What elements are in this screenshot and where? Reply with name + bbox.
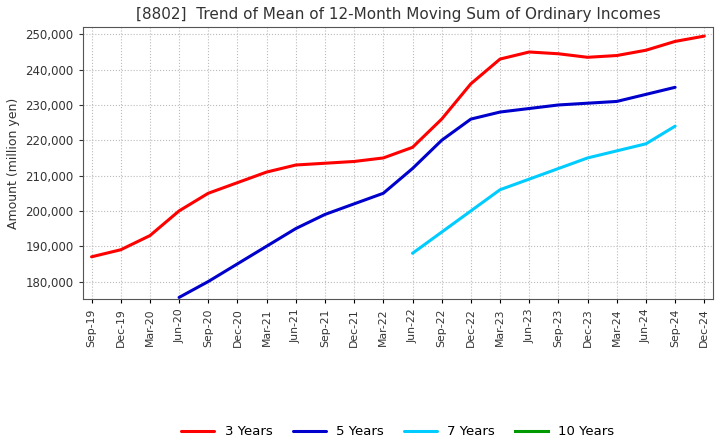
3 Years <box>583 55 592 60</box>
3 Years <box>379 155 387 161</box>
3 Years <box>437 117 446 122</box>
3 Years <box>496 56 505 62</box>
5 Years <box>233 261 242 267</box>
3 Years <box>671 39 680 44</box>
3 Years <box>642 48 650 53</box>
3 Years <box>320 161 329 166</box>
5 Years <box>262 244 271 249</box>
7 Years <box>554 166 563 171</box>
7 Years <box>408 251 417 256</box>
5 Years <box>320 212 329 217</box>
5 Years <box>350 201 359 206</box>
7 Years <box>437 230 446 235</box>
7 Years <box>525 176 534 182</box>
3 Years <box>117 247 125 253</box>
Legend: 3 Years, 5 Years, 7 Years, 10 Years: 3 Years, 5 Years, 7 Years, 10 Years <box>176 420 620 440</box>
Line: 3 Years: 3 Years <box>91 36 704 257</box>
5 Years <box>642 92 650 97</box>
3 Years <box>262 169 271 175</box>
3 Years <box>145 233 154 238</box>
5 Years <box>525 106 534 111</box>
3 Years <box>292 162 300 168</box>
7 Years <box>467 208 475 213</box>
5 Years <box>379 191 387 196</box>
Line: 7 Years: 7 Years <box>413 126 675 253</box>
3 Years <box>233 180 242 185</box>
5 Years <box>613 99 621 104</box>
5 Years <box>175 295 184 300</box>
7 Years <box>496 187 505 192</box>
7 Years <box>613 148 621 154</box>
5 Years <box>496 110 505 115</box>
5 Years <box>292 226 300 231</box>
5 Years <box>554 103 563 108</box>
Line: 5 Years: 5 Years <box>179 87 675 297</box>
3 Years <box>554 51 563 56</box>
3 Years <box>87 254 96 260</box>
3 Years <box>525 49 534 55</box>
5 Years <box>671 84 680 90</box>
3 Years <box>613 53 621 58</box>
5 Years <box>408 166 417 171</box>
5 Years <box>437 138 446 143</box>
3 Years <box>408 145 417 150</box>
Title: [8802]  Trend of Mean of 12-Month Moving Sum of Ordinary Incomes: [8802] Trend of Mean of 12-Month Moving … <box>135 7 660 22</box>
5 Years <box>467 117 475 122</box>
3 Years <box>175 208 184 213</box>
3 Years <box>204 191 212 196</box>
3 Years <box>700 33 708 39</box>
7 Years <box>583 155 592 161</box>
3 Years <box>350 159 359 164</box>
5 Years <box>204 279 212 284</box>
3 Years <box>467 81 475 86</box>
5 Years <box>583 101 592 106</box>
7 Years <box>671 124 680 129</box>
Y-axis label: Amount (million yen): Amount (million yen) <box>7 98 20 229</box>
7 Years <box>642 141 650 147</box>
